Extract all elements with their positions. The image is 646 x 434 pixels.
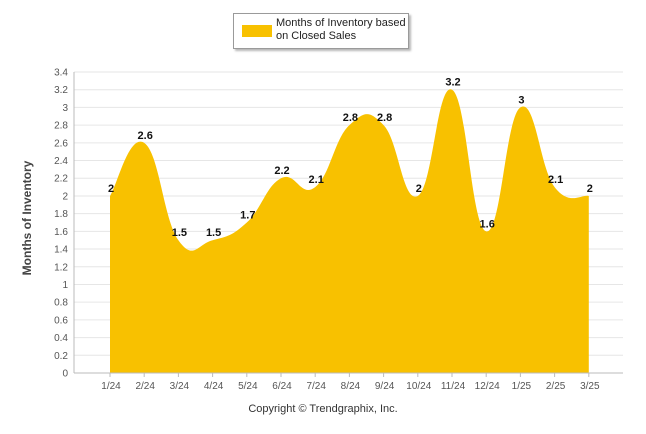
area-fill [110,89,589,374]
y-axis-title: Months of Inventory [20,160,34,276]
y-tick-label: 3.4 [54,68,68,79]
data-label: 1.6 [480,218,495,230]
legend-label-line1: Months of Inventory based [276,17,406,29]
x-tick-label: 10/24 [406,381,431,392]
area-series [110,89,589,374]
data-label: 1.7 [240,210,255,222]
copyright-text: Copyright © Trendgraphix, Inc. [248,403,398,415]
y-tick-label: 0.4 [54,333,68,344]
x-tick-label: 12/24 [475,381,500,392]
data-label: 3 [518,94,524,106]
y-tick-label: 3.2 [54,85,68,96]
y-tick-labels: 0 0.2 0.4 0.6 0.8 1 1.2 1.4 1.6 1.8 2 2.2 2.4 2.6 2.8 3… [54,68,68,380]
y-tick-label: 1.2 [54,262,68,273]
data-label: 2.6 [138,130,153,142]
x-tick-label: 11/24 [441,381,466,392]
y-tick-label: 1.4 [54,245,68,256]
data-label: 2.1 [309,174,324,186]
x-tick-label: 1/24 [101,381,121,392]
data-label: 2 [108,183,114,195]
x-tick-label: 4/24 [204,381,224,392]
y-tick-label: 1.6 [54,227,68,238]
data-label: 3.2 [445,77,460,89]
data-labels: 2 2.6 1.5 1.5 1.7 2.2 2.1 2.8 2.8 2 3.2 1.6 3 2.1 2 [108,77,593,240]
x-tick-label: 3/24 [170,381,190,392]
y-tick-label: 1.8 [54,209,68,220]
y-tick-label: 1 [62,280,68,291]
data-label: 2 [587,183,593,195]
y-tick-label: 2.2 [54,174,68,185]
legend-label-line2: on Closed Sales [276,30,357,42]
data-label: 1.5 [206,227,221,239]
y-tick-label: 3 [62,103,68,114]
y-tick-label: 2.8 [54,121,68,132]
data-label: 2.8 [343,112,358,124]
data-label: 2 [416,183,422,195]
x-tick-label: 6/24 [272,381,292,392]
x-tick-label: 5/24 [238,381,258,392]
x-tick-label: 1/25 [512,381,532,392]
x-tick-label: 7/24 [306,381,326,392]
y-tick-label: 2 [62,191,68,202]
y-tick-label: 2.6 [54,138,68,149]
y-tick-label: 0.2 [54,351,68,362]
x-tick-label: 8/24 [341,381,361,392]
x-tick-label: 2/25 [546,381,566,392]
axes [73,72,623,374]
x-tick-labels: 1/24 2/24 3/24 4/24 5/24 6/24 7/24 8/24 9/24 10/2… [101,373,600,392]
x-tick-label: 3/25 [580,381,600,392]
y-tick-label: 0 [62,369,68,380]
x-tick-label: 2/24 [135,381,155,392]
data-label: 1.5 [172,227,187,239]
data-label: 2.1 [548,174,563,186]
data-label: 2.8 [377,112,392,124]
legend[interactable]: Months of Inventory based on Closed Sale… [233,13,409,49]
legend-swatch [242,25,272,37]
x-tick-label: 9/24 [375,381,395,392]
legend-label: Months of Inventory based on Closed Sale… [276,17,406,43]
data-label: 2.2 [274,165,289,177]
y-tick-label: 0.6 [54,315,68,326]
y-tick-label: 2.4 [54,156,68,167]
y-tick-label: 0.8 [54,298,68,309]
